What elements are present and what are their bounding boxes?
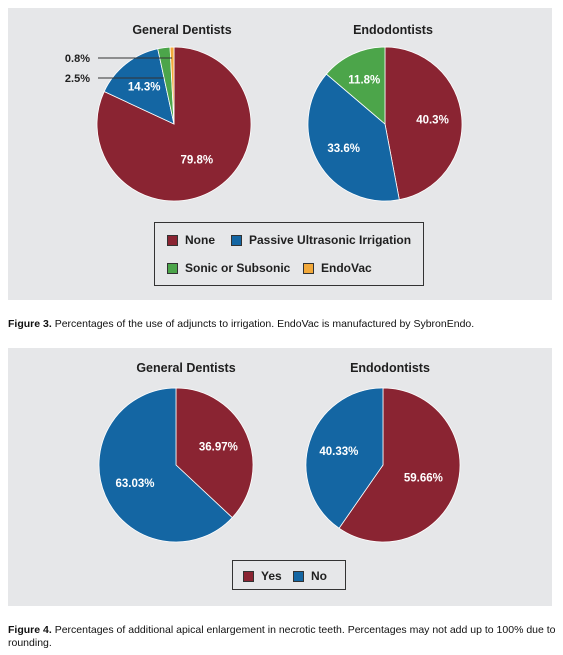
- pie-slice-passive-ultrasonic-irrigation: [307, 73, 400, 202]
- pie-slice-none: [384, 46, 463, 201]
- legend-swatch-none: [167, 234, 178, 246]
- legend-label-passive-ultrasonic: Passive Ultrasonic Irrigation: [249, 233, 412, 247]
- pie-slice-label: 11.8%: [348, 74, 380, 86]
- pie-slice-no: [305, 387, 384, 529]
- chart-title-general-dentists-fig3: General Dentists: [132, 23, 232, 37]
- legend-label-none: None: [185, 233, 215, 247]
- pie-slice-label: 33.6%: [327, 143, 360, 155]
- pie-chart-general-dentists-fig4: 36.97% 63.03%: [98, 387, 254, 543]
- pie-slice-yes: [175, 387, 254, 519]
- legend-swatch-no: [293, 570, 304, 582]
- chart-title-general-dentists-fig4: General Dentists: [136, 361, 236, 375]
- figure4-caption: Figure 4. Percentages of additional apic…: [8, 624, 556, 650]
- pie-chart-endodontists-fig4: 59.66% 40.33%: [305, 387, 461, 543]
- legend-item-sonic: Sonic or Subsonic: [167, 261, 290, 275]
- figure3-caption: Figure 3. Percentages of the use of adju…: [8, 318, 556, 331]
- legend-item-no: No: [293, 569, 327, 583]
- pie-chart-endodontists-fig3: 40.3% 33.6% 11.8%: [307, 46, 463, 202]
- legend-label-endovac: EndoVac: [321, 261, 372, 275]
- legend-item-yes: Yes: [243, 569, 282, 583]
- chart-title-endodontists-fig3: Endodontists: [353, 23, 433, 37]
- figure3-caption-label: Figure 3.: [8, 318, 52, 330]
- pie-slice-label: 40.3%: [416, 115, 449, 127]
- pie-slice-label: 59.66%: [404, 473, 443, 485]
- legend-swatch-passive-ultrasonic: [231, 234, 242, 246]
- pie-slice-sonic-or-subsonic: [325, 46, 386, 125]
- figure4-caption-text: Percentages of additional apical enlarge…: [8, 624, 556, 649]
- legend-swatch-endovac: [303, 262, 314, 274]
- pie-slice-label: 79.8%: [180, 155, 213, 167]
- figure3-caption-text: Percentages of the use of adjuncts to ir…: [54, 318, 475, 330]
- pie-slice-label: 14.3%: [128, 82, 161, 94]
- legend-item-none: None: [167, 233, 215, 247]
- legend-label-yes: Yes: [261, 569, 282, 583]
- pie-slice-label: 40.33%: [319, 446, 358, 458]
- legend-swatch-sonic: [167, 262, 178, 274]
- pie-chart-general-dentists-fig3: 79.8% 14.3% 0.8% 2.5%: [65, 46, 252, 202]
- chart-title-endodontists-fig4: Endodontists: [350, 361, 430, 375]
- pie-slice-label: 36.97%: [199, 442, 238, 454]
- pie-slice-passive-ultrasonic-irrigation: [103, 48, 175, 125]
- legend-fig3: None Passive Ultrasonic Irrigation Sonic…: [154, 222, 424, 286]
- callout-label: 2.5%: [65, 73, 90, 85]
- legend-fig4: Yes No: [232, 560, 346, 590]
- pie-slice-endovac: [169, 46, 175, 125]
- legend-item-passive-ultrasonic: Passive Ultrasonic Irrigation: [231, 233, 411, 247]
- figure4-panel: General Dentists Endodontists 36.97% 63.0…: [8, 348, 552, 606]
- legend-label-sonic: Sonic or Subsonic: [185, 261, 291, 275]
- figure3-panel: General Dentists Endodontists 79.8% 14.3%…: [8, 8, 552, 300]
- legend-item-endovac: EndoVac: [303, 261, 372, 275]
- legend-swatch-yes: [243, 570, 254, 582]
- pie-slice-no: [98, 387, 233, 543]
- legend-label-no: No: [311, 569, 327, 583]
- pie-slice-yes: [338, 387, 461, 543]
- pie-slice-label: 63.03%: [115, 478, 154, 490]
- callout-label: 0.8%: [65, 53, 90, 65]
- figure4-caption-label: Figure 4.: [8, 624, 52, 636]
